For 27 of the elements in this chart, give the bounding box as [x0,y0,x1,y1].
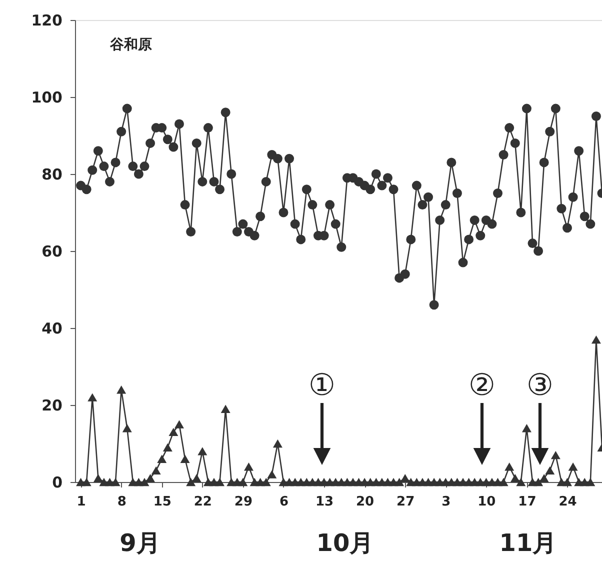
annotation: ② [468,368,496,403]
y-tick-label: 60 [42,242,62,260]
annotation: ① [308,368,336,403]
x-tick-label: 24 [558,494,577,510]
y-tick-label: 0 [52,474,62,492]
x-tick-label: 8 [117,494,126,510]
x-tick-label: 22 [194,494,212,510]
text: 9月 [120,529,160,557]
x-tick-label: 10 [478,494,496,510]
x-tick-label: 27 [396,494,415,510]
y-tick-label: 100 [31,88,62,106]
y-tick-label: 40 [42,320,62,338]
x-tick-label: 29 [234,494,252,510]
text: 谷和原 [109,37,152,53]
x-tick-label: 15 [153,494,172,510]
x-tick-label: 3 [442,494,451,510]
y-tick-label: 20 [42,396,62,414]
x-tick-label: 13 [315,494,334,510]
x-tick-label: 20 [356,494,374,510]
x-tick-label: 17 [518,494,536,510]
annotation: ③ [526,368,554,403]
x-tick-label: 6 [279,494,289,510]
text: 11月 [499,529,557,557]
y-tick-label: 120 [31,12,62,30]
text: 10月 [316,529,374,557]
y-tick-label: 80 [42,166,62,184]
x-tick-label: 1 [76,494,86,510]
